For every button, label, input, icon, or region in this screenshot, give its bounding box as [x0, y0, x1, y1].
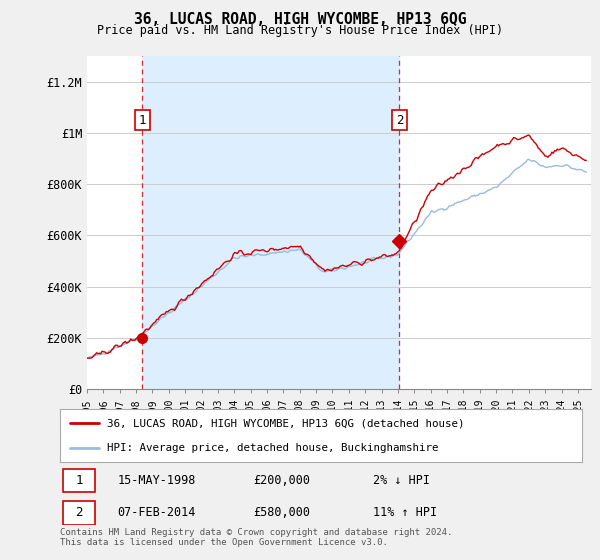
Text: Contains HM Land Registry data © Crown copyright and database right 2024.
This d: Contains HM Land Registry data © Crown c…	[60, 528, 452, 547]
Text: 36, LUCAS ROAD, HIGH WYCOMBE, HP13 6QG (detached house): 36, LUCAS ROAD, HIGH WYCOMBE, HP13 6QG (…	[107, 418, 464, 428]
FancyBboxPatch shape	[62, 501, 95, 525]
Text: £580,000: £580,000	[253, 506, 310, 520]
Text: 15-MAY-1998: 15-MAY-1998	[118, 474, 196, 487]
Text: Price paid vs. HM Land Registry's House Price Index (HPI): Price paid vs. HM Land Registry's House …	[97, 24, 503, 36]
Bar	[142, 56, 400, 389]
Text: HPI: Average price, detached house, Buckinghamshire: HPI: Average price, detached house, Buck…	[107, 442, 439, 452]
Text: 1: 1	[139, 114, 146, 127]
Text: 2: 2	[395, 114, 403, 127]
Text: 2% ↓ HPI: 2% ↓ HPI	[373, 474, 430, 487]
Text: 1: 1	[75, 474, 83, 487]
Text: £200,000: £200,000	[253, 474, 310, 487]
FancyBboxPatch shape	[62, 469, 95, 492]
Text: 2: 2	[75, 506, 83, 520]
Text: 07-FEB-2014: 07-FEB-2014	[118, 506, 196, 520]
Text: 11% ↑ HPI: 11% ↑ HPI	[373, 506, 437, 520]
Text: 36, LUCAS ROAD, HIGH WYCOMBE, HP13 6QG: 36, LUCAS ROAD, HIGH WYCOMBE, HP13 6QG	[134, 12, 466, 27]
